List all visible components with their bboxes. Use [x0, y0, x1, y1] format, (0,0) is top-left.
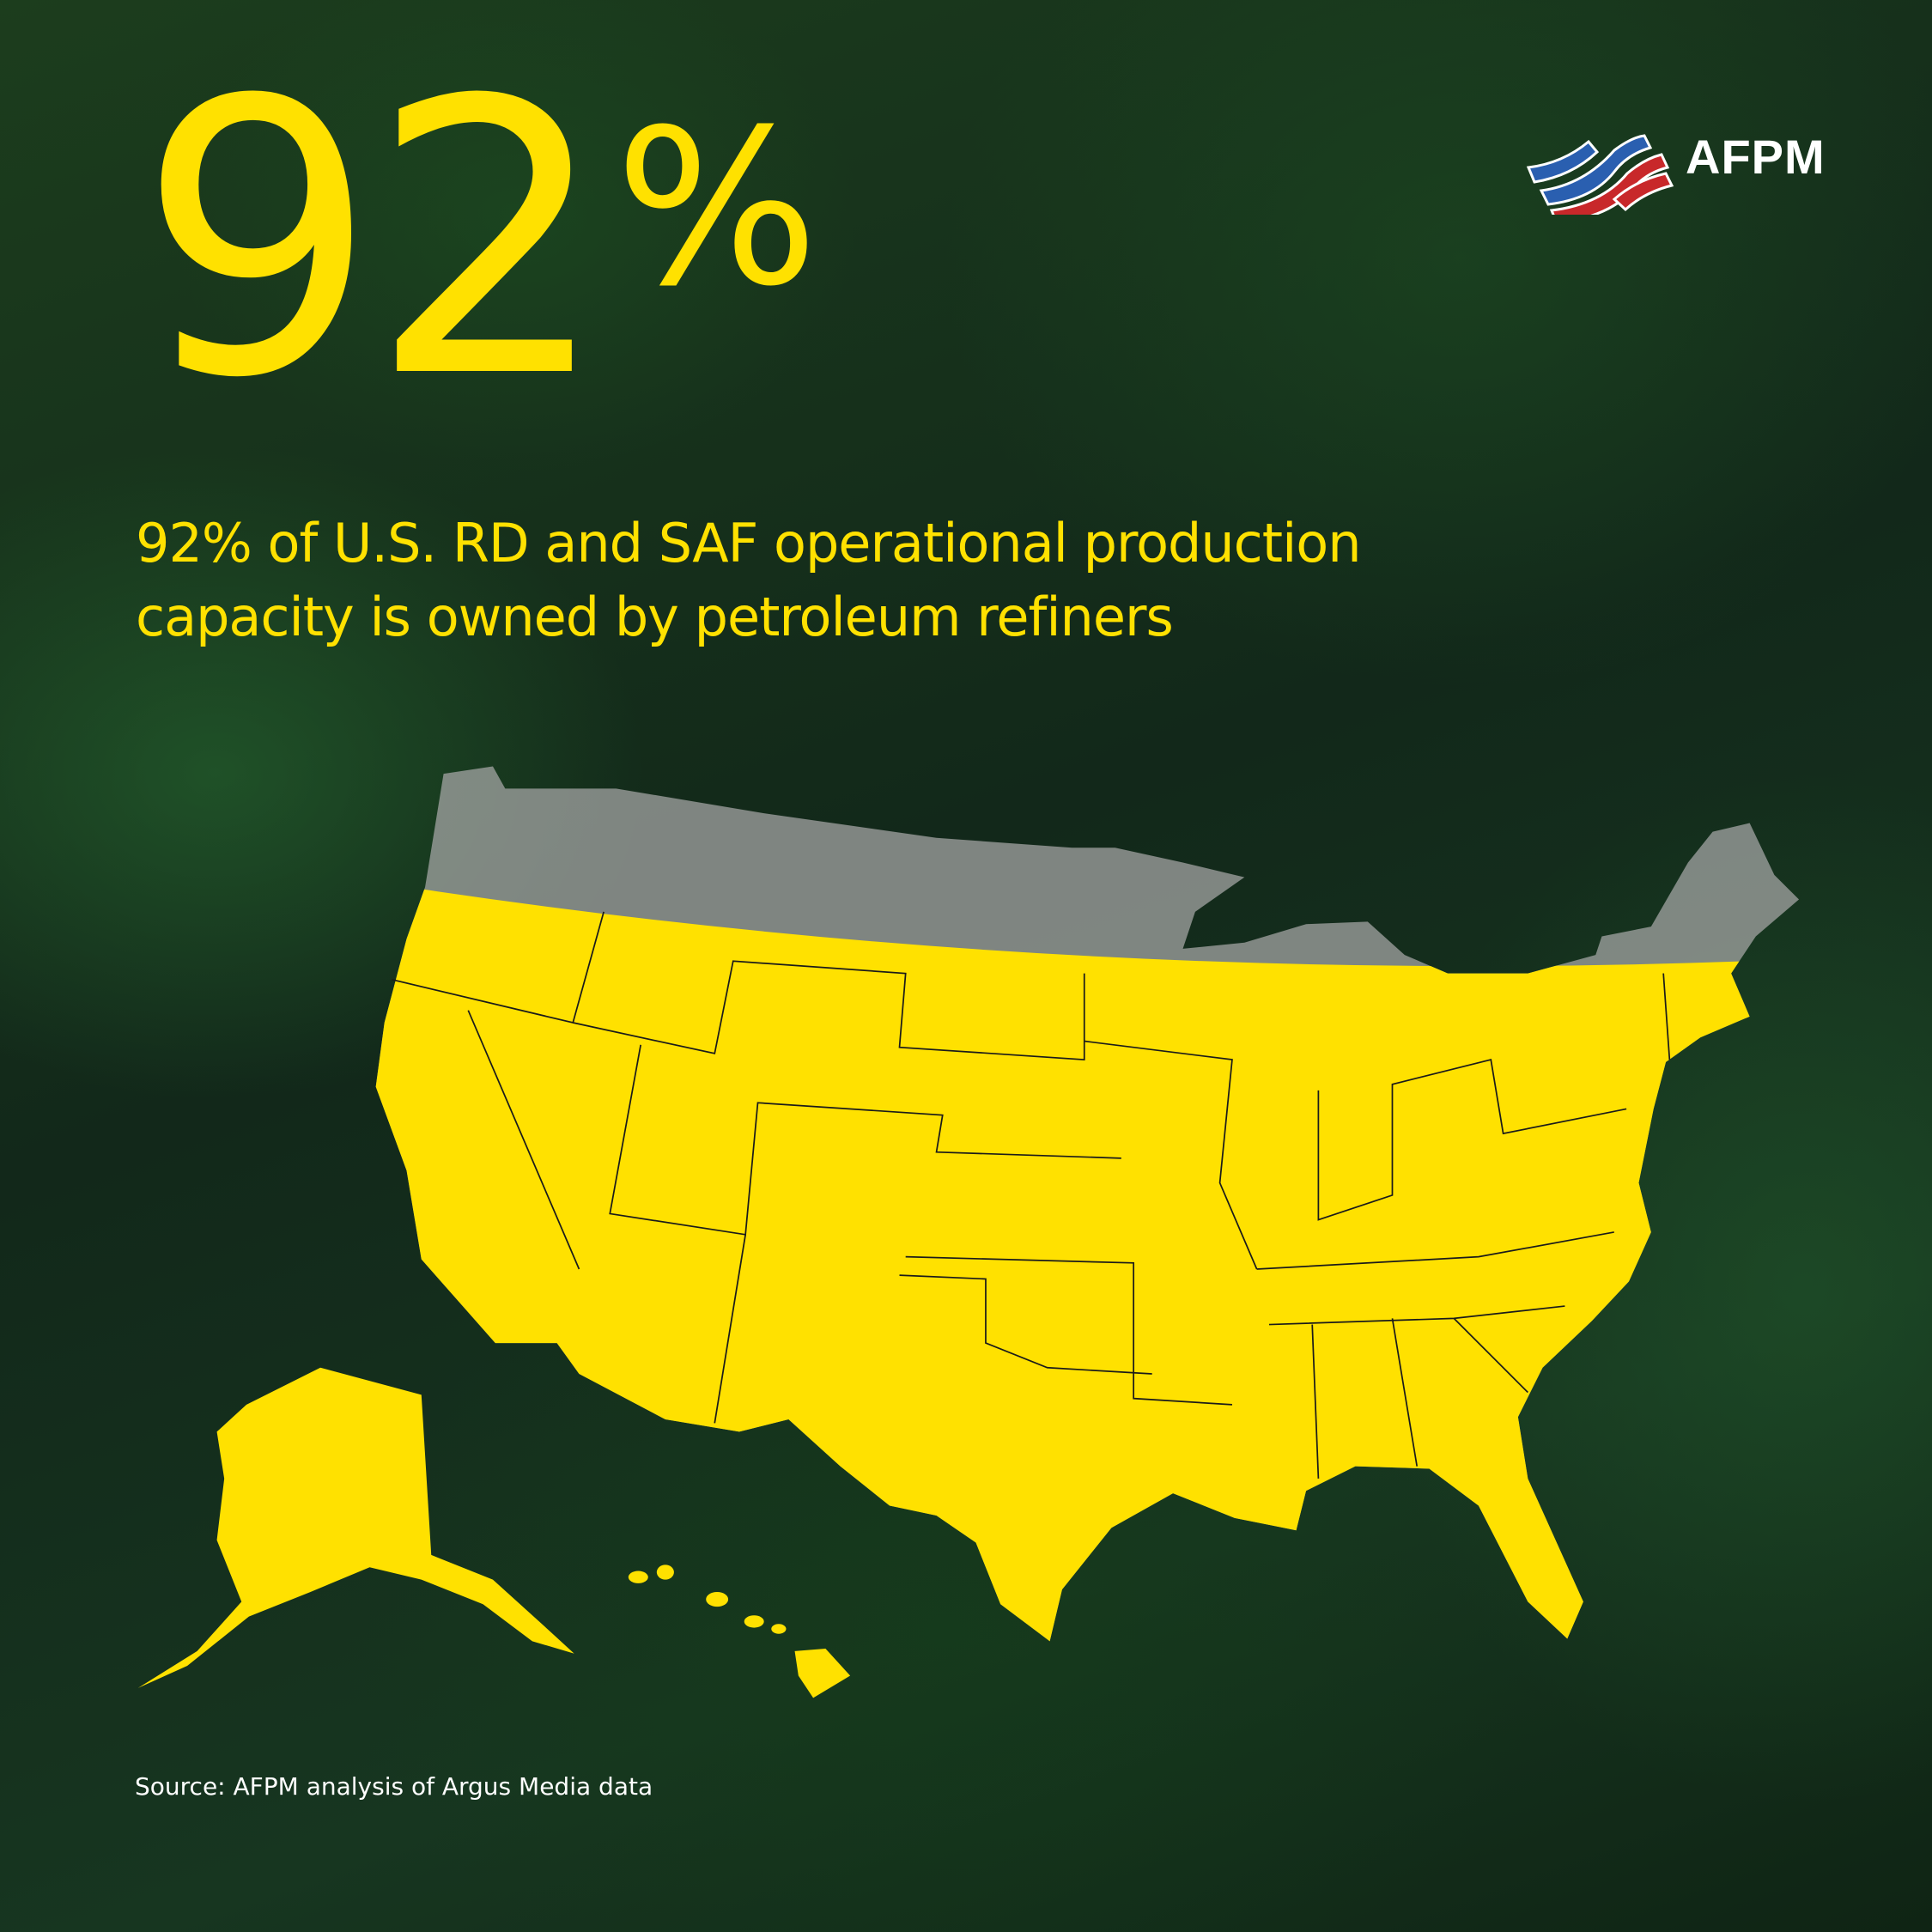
- state-borders: [392, 911, 1671, 1479]
- headline-percent-sign: %: [614, 83, 819, 333]
- subtitle: 92% of U.S. RD and SAF operational produ…: [136, 507, 1362, 654]
- source-note: Source: AFPM analysis of Argus Media dat…: [135, 1772, 653, 1801]
- headline: 92 %: [137, 52, 818, 429]
- subtitle-line-2: capacity is owned by petroleum refiners: [136, 586, 1174, 648]
- alaska-shape: [137, 1367, 574, 1688]
- hawaii-shape: [628, 1564, 851, 1698]
- afpm-logo-text: AFPM: [1686, 130, 1826, 184]
- subtitle-line-1: 92% of U.S. RD and SAF operational produ…: [136, 512, 1362, 574]
- afpm-logo-icon: [1526, 134, 1674, 215]
- headline-number: 92: [137, 21, 610, 460]
